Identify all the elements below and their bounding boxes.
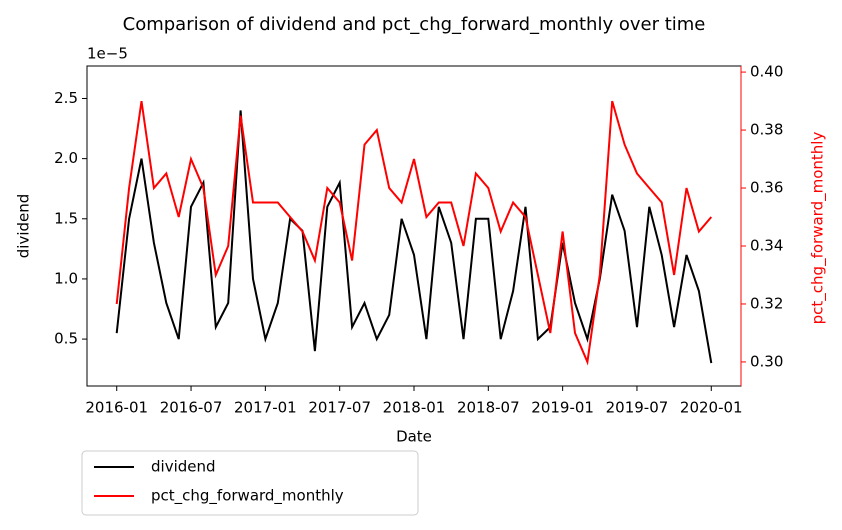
x-tick-label: 2017-07 bbox=[308, 399, 371, 417]
y-tick-label: 2.0 bbox=[54, 149, 78, 167]
plot-frame bbox=[86, 65, 742, 387]
chart-title: Comparison of dividend and pct_chg_forwa… bbox=[123, 14, 706, 35]
x-tick-label: 2016-07 bbox=[160, 399, 223, 417]
y-tick-label: 0.5 bbox=[54, 330, 78, 348]
x-tick-label: 2020-01 bbox=[680, 399, 743, 417]
y-offset-label: 1e−5 bbox=[87, 45, 128, 63]
y-tick-label: 2.5 bbox=[54, 89, 78, 107]
y2-tick-label: 0.32 bbox=[750, 294, 783, 312]
y-tick-label: 1.5 bbox=[54, 209, 78, 227]
legend-label: pct_chg_forward_monthly bbox=[151, 487, 344, 506]
legend-box bbox=[81, 450, 419, 516]
x-tick-label: 2019-01 bbox=[531, 399, 594, 417]
x-tick-label: 2017-01 bbox=[234, 399, 297, 417]
data-line bbox=[115, 110, 713, 364]
legend-label: dividend bbox=[151, 458, 216, 476]
x-tick-label: 2016-01 bbox=[85, 399, 148, 417]
y-axis-label: dividend bbox=[15, 194, 33, 259]
y2-axis-label: pct_chg_forward_monthly bbox=[809, 132, 828, 325]
y2-tick-label: 0.36 bbox=[750, 179, 783, 197]
y-tick-label: 1.0 bbox=[54, 269, 78, 287]
x-tick-label: 2018-07 bbox=[457, 399, 520, 417]
x-axis-label: Date bbox=[396, 428, 432, 446]
y2-tick-label: 0.40 bbox=[750, 63, 783, 81]
data-line bbox=[115, 100, 713, 366]
x-tick-label: 2018-01 bbox=[383, 399, 446, 417]
y2-tick-label: 0.30 bbox=[750, 352, 783, 370]
y2-tick-label: 0.38 bbox=[750, 121, 783, 139]
x-tick-label: 2019-07 bbox=[606, 399, 669, 417]
y2-tick-label: 0.34 bbox=[750, 237, 783, 255]
